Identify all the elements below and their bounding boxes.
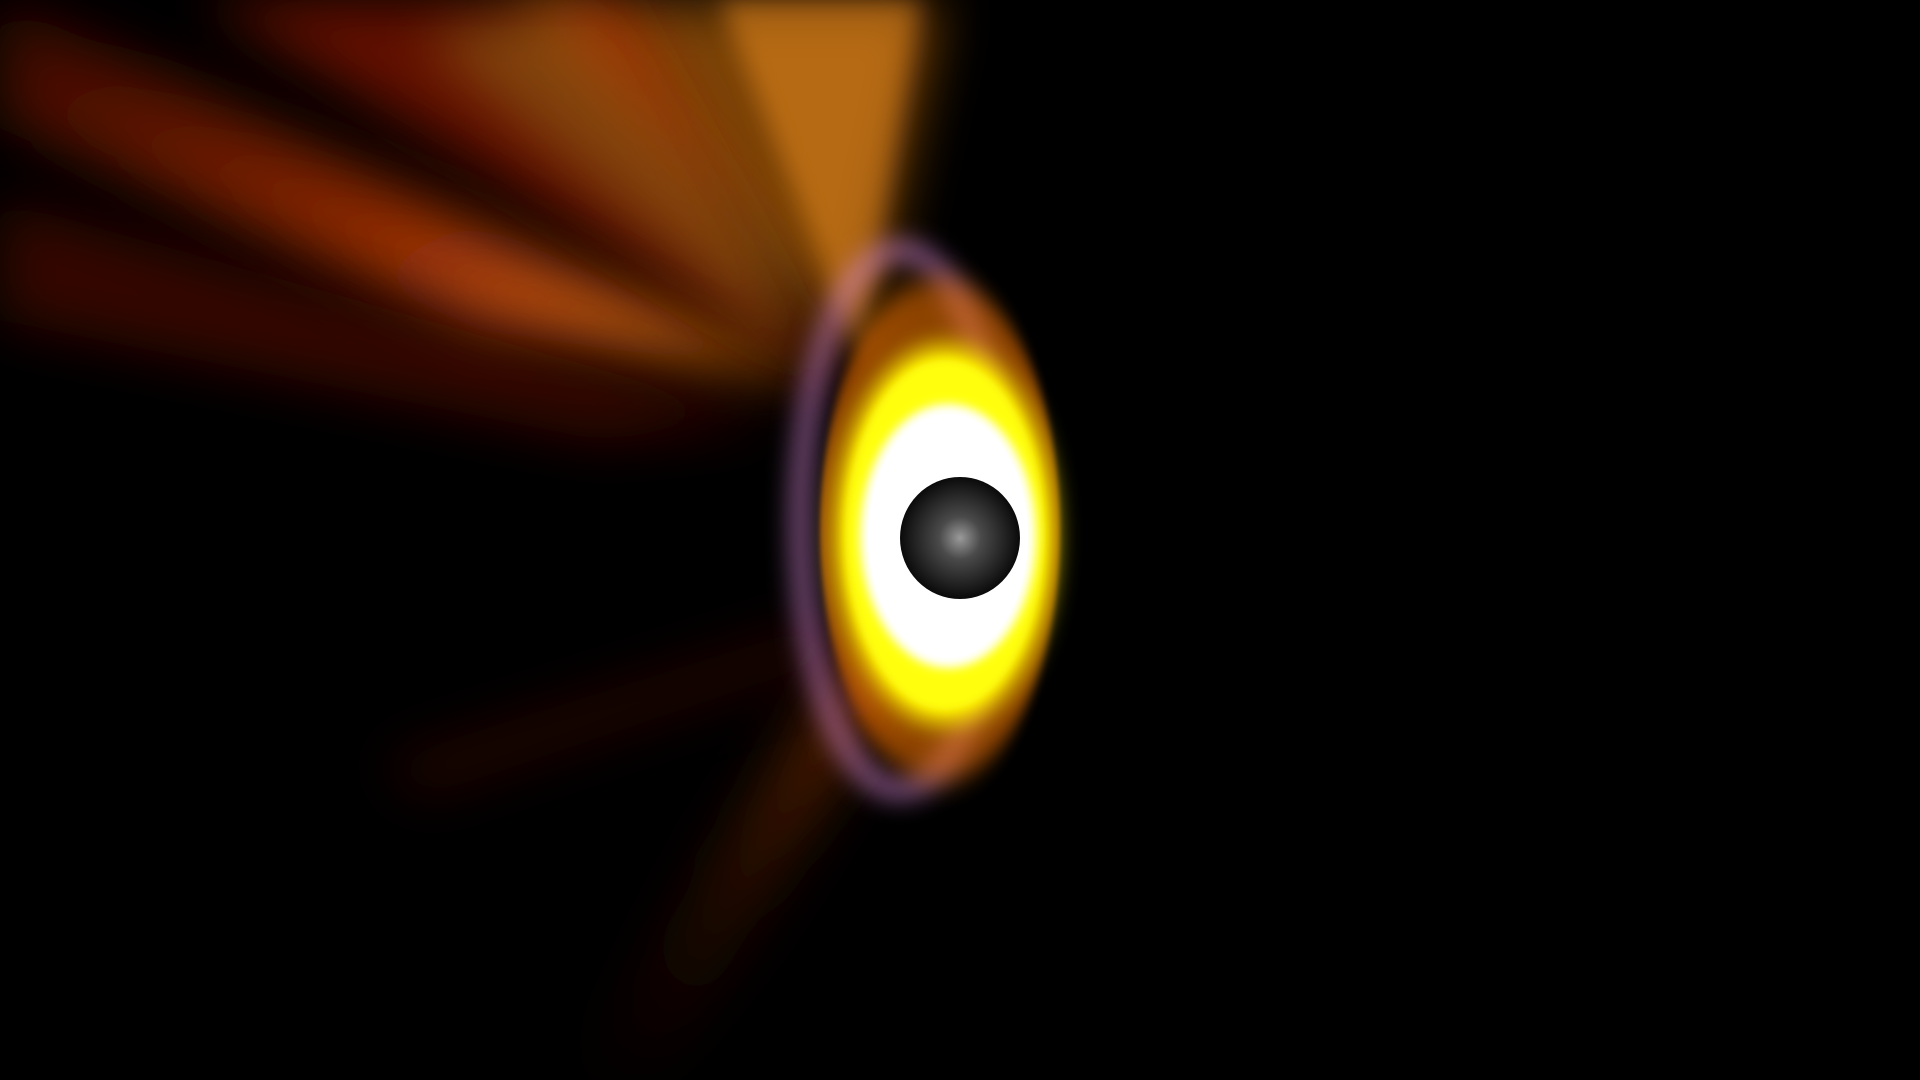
central-disk	[900, 477, 1020, 599]
upper-plume	[0, 0, 940, 440]
